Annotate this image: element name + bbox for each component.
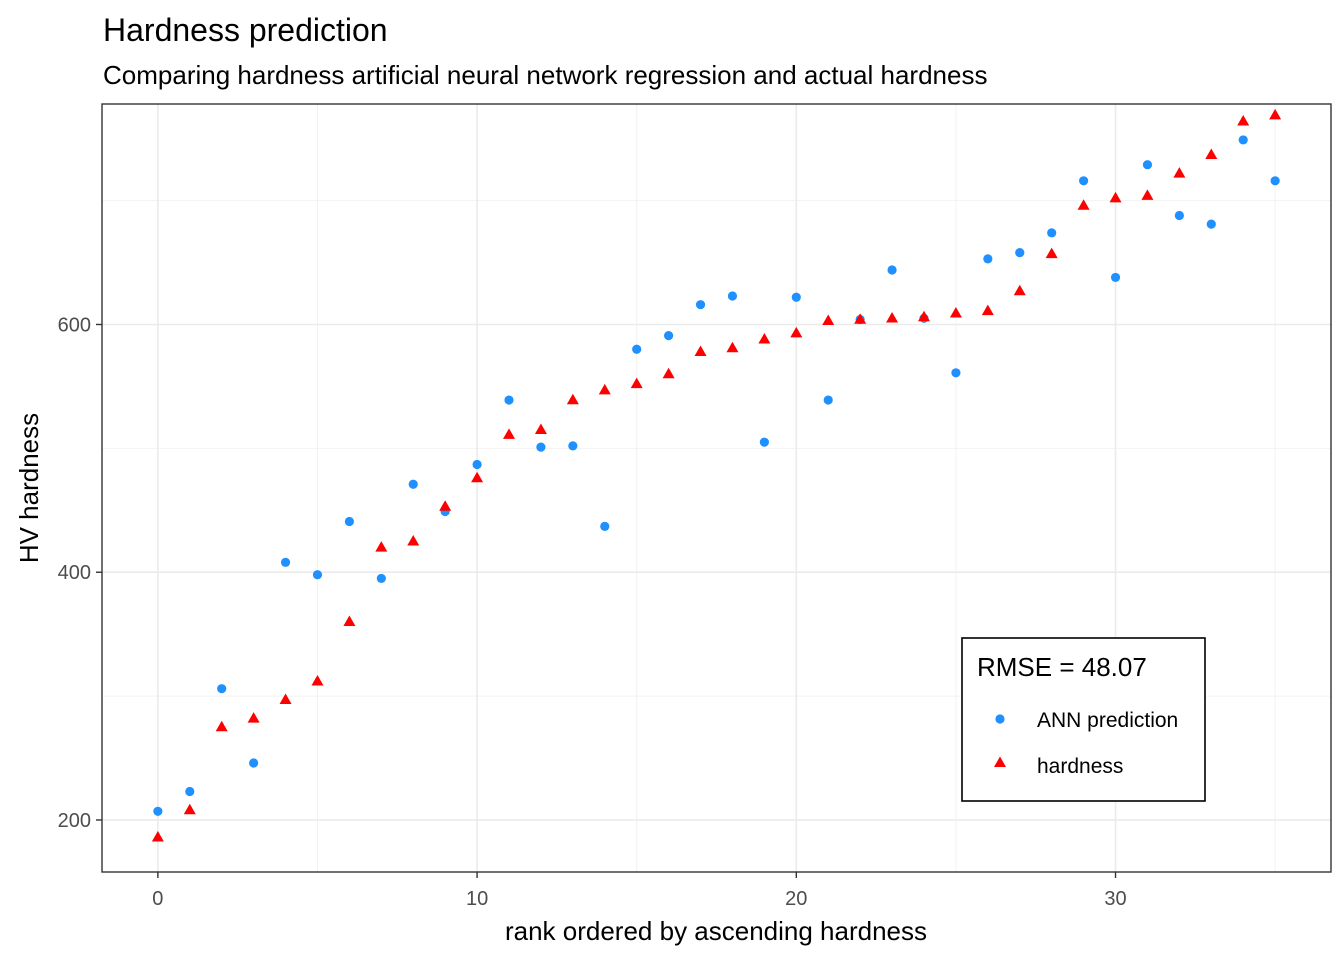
- ann-prediction-point: [1047, 228, 1057, 238]
- hardness-point: [215, 720, 228, 732]
- hardness-point: [439, 500, 452, 511]
- ann-prediction-point: [280, 557, 291, 567]
- hardness-point: [1109, 191, 1122, 203]
- ann-prediction-point: [1206, 219, 1216, 229]
- ann-prediction-point: [887, 265, 897, 275]
- grid-minor: [102, 104, 1331, 872]
- x-tick-label: 0: [152, 888, 163, 910]
- ann-prediction-point: [376, 573, 386, 584]
- hardness-point: [694, 345, 707, 356]
- series-ann-prediction: [153, 135, 1280, 816]
- hardness-point: [886, 311, 899, 323]
- hardness-point: [503, 428, 516, 439]
- grid-major: [102, 104, 1331, 872]
- ann-prediction-point: [1174, 210, 1184, 221]
- hardness-point: [790, 326, 803, 338]
- ann-prediction-point: [1270, 176, 1280, 186]
- ann-prediction-point: [951, 368, 961, 378]
- ann-prediction-point: [568, 441, 578, 451]
- hardness-point: [1077, 199, 1090, 210]
- ann-prediction-point: [983, 254, 993, 264]
- hardness-point: [981, 304, 994, 316]
- hardness-point: [1141, 189, 1154, 200]
- hardness-point: [1045, 247, 1058, 259]
- hardness-point: [630, 377, 643, 389]
- hardness-point: [247, 712, 260, 723]
- legend-key-hardness: [994, 756, 1006, 767]
- y-tick-label: 400: [58, 562, 91, 584]
- legend-label-ann-prediction: ANN prediction: [1037, 709, 1178, 732]
- y-axis: 200 400 600: [58, 314, 102, 832]
- y-axis-title: HV hardness: [14, 413, 44, 563]
- x-axis-title: rank ordered by ascending hardness: [505, 916, 927, 946]
- hardness-point: [1205, 148, 1218, 159]
- hardness-point: [375, 541, 388, 552]
- panel-border: [101, 103, 1332, 873]
- ann-prediction-point: [217, 684, 227, 694]
- x-tick-label: 20: [785, 888, 807, 910]
- legend-label-hardness: hardness: [1037, 755, 1123, 778]
- ann-prediction-point: [185, 786, 195, 797]
- hardness-point: [1269, 108, 1282, 120]
- hardness-point: [311, 674, 324, 686]
- ann-prediction-point: [536, 442, 546, 452]
- hardness-point: [407, 534, 420, 546]
- hardness-point: [662, 367, 675, 379]
- ann-prediction-point: [1142, 160, 1153, 170]
- x-tick-label: 30: [1104, 888, 1126, 910]
- hardness-point: [822, 314, 835, 325]
- hardness-point: [1173, 167, 1186, 178]
- ann-prediction-point: [1015, 248, 1025, 258]
- ann-prediction-point: [1079, 176, 1089, 186]
- y-tick-label: 200: [58, 810, 91, 832]
- series-hardness: [151, 108, 1282, 842]
- ann-prediction-point: [1110, 272, 1121, 283]
- ann-prediction-point: [1238, 135, 1248, 145]
- hardness-point: [1237, 115, 1250, 126]
- ann-prediction-point: [472, 459, 482, 470]
- ann-prediction-point: [408, 479, 418, 489]
- chart-title: Hardness prediction: [103, 12, 388, 48]
- hardness-point: [726, 341, 739, 353]
- plot-panel: [101, 103, 1332, 873]
- hardness-point: [949, 307, 962, 318]
- chart-subtitle: Comparing hardness artificial neural net…: [103, 60, 987, 90]
- hardness-point: [917, 310, 930, 322]
- hardness-point: [598, 383, 611, 395]
- ann-prediction-point: [791, 292, 801, 302]
- hardness-point: [1013, 284, 1026, 296]
- ann-prediction-point: [344, 516, 354, 527]
- ann-prediction-point: [823, 395, 833, 405]
- hardness-point: [151, 831, 164, 842]
- ann-prediction-point: [664, 331, 674, 341]
- ann-prediction-point: [153, 806, 163, 816]
- ann-prediction-point: [759, 437, 769, 447]
- hardness-point: [758, 333, 771, 344]
- hardness-point: [279, 693, 292, 705]
- ann-prediction-point: [504, 395, 514, 405]
- legend-key-ann-prediction: [995, 714, 1005, 724]
- hardness-point: [566, 393, 579, 405]
- y-tick-label: 600: [58, 314, 91, 336]
- hardness-point: [183, 803, 196, 815]
- legend-title: RMSE = 48.07: [977, 652, 1147, 682]
- hardness-point: [471, 471, 484, 483]
- ann-prediction-point: [632, 344, 642, 354]
- hardness-point: [534, 423, 547, 434]
- x-axis: 0 10 20 30: [152, 872, 1127, 910]
- x-tick-label: 10: [466, 888, 488, 910]
- hardness-point: [854, 313, 867, 324]
- ann-prediction-point: [600, 521, 610, 532]
- legend: RMSE = 48.07 ANN prediction hardness: [961, 637, 1206, 802]
- ann-prediction-point: [249, 758, 259, 768]
- ann-prediction-point: [312, 570, 323, 580]
- hardness-point: [343, 615, 356, 626]
- ann-prediction-point: [695, 300, 706, 310]
- ann-prediction-point: [727, 291, 738, 301]
